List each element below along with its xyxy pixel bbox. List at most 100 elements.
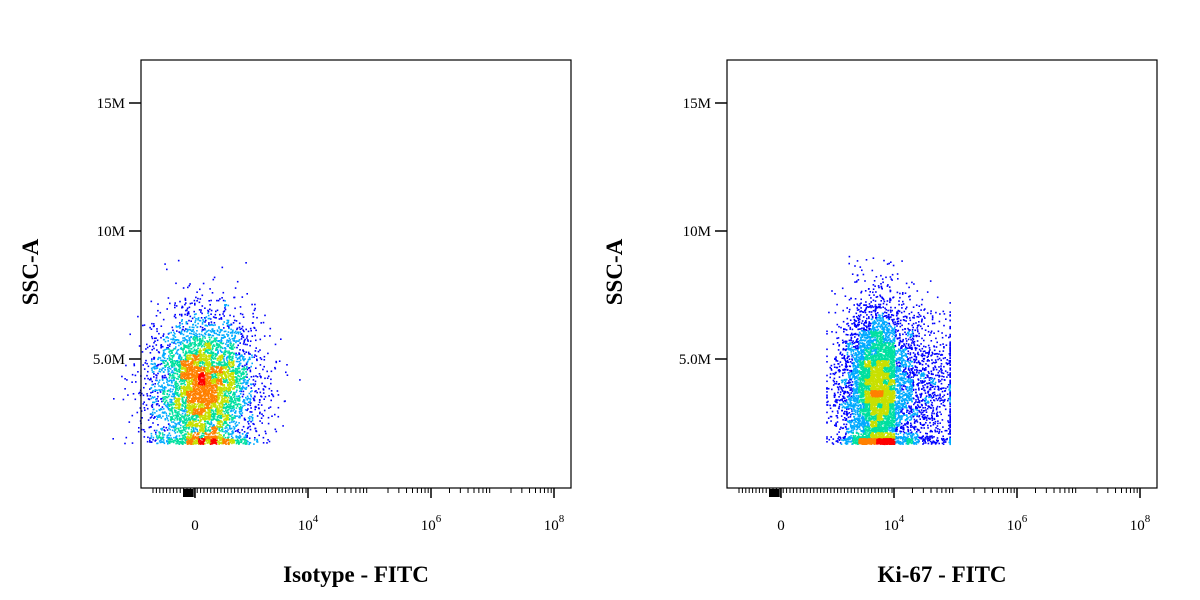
event-dot [154, 365, 157, 367]
event-dot [233, 340, 236, 342]
event-dot [219, 331, 221, 333]
event-dot [203, 424, 206, 426]
event-dot [219, 373, 221, 375]
event-dot [174, 401, 176, 403]
event-dot [185, 428, 187, 430]
event-dot [207, 433, 210, 436]
event-dot [172, 355, 175, 358]
event-dot [152, 363, 154, 365]
event-dot [152, 383, 154, 386]
event-dot [168, 375, 171, 377]
event-dot [207, 405, 209, 407]
event-dot [179, 421, 181, 424]
event-dot [227, 439, 230, 442]
event-dot [148, 378, 151, 381]
event-dot [215, 369, 218, 372]
event-dot [212, 384, 214, 386]
event-dot [155, 431, 157, 434]
event-dot [216, 407, 219, 410]
event-dot [224, 372, 226, 374]
event-dot [205, 425, 207, 427]
event-dot [229, 421, 231, 424]
event-dot [186, 354, 188, 357]
event-dot [183, 347, 185, 350]
event-dot [184, 415, 187, 417]
event-dot [191, 425, 194, 427]
event-dot [204, 412, 207, 415]
event-dot [218, 370, 221, 372]
event-dot [213, 414, 215, 416]
event-dot [244, 343, 247, 346]
event-dot [247, 360, 249, 363]
event-dot [214, 353, 217, 355]
event-dot [227, 376, 230, 379]
event-dot [188, 370, 191, 372]
event-dot [187, 421, 190, 424]
event-dot [155, 367, 157, 370]
event-dot [221, 437, 224, 440]
event-dot [206, 360, 209, 362]
event-dot [172, 371, 174, 374]
event-dot [176, 419, 179, 421]
event-dot [237, 441, 239, 444]
event-dot [200, 427, 202, 430]
event-dot [275, 361, 278, 364]
event-dot [186, 390, 188, 392]
event-dot [167, 436, 170, 439]
event-dot [181, 400, 184, 402]
event-dot [231, 376, 233, 378]
event-dot [186, 411, 188, 414]
event-dot [227, 416, 230, 419]
event-dot [162, 400, 164, 402]
event-dot [186, 347, 189, 349]
event-dot [210, 411, 212, 413]
event-dot [245, 396, 247, 399]
event-dot [201, 398, 203, 400]
event-dot [226, 345, 229, 347]
event-dot [215, 385, 218, 388]
event-dot [161, 386, 164, 388]
event-dot [184, 406, 187, 409]
event-dot [180, 341, 183, 343]
event-dot [203, 423, 206, 425]
event-dot [175, 339, 178, 341]
event-dot [218, 383, 220, 385]
event-dot [189, 421, 192, 424]
event-dot [181, 382, 184, 385]
event-dot [193, 336, 195, 338]
event-dot [220, 317, 223, 319]
event-dot [188, 381, 191, 383]
event-dot [176, 423, 178, 425]
event-dot [212, 429, 215, 431]
event-dot [161, 375, 164, 377]
event-dot [195, 355, 197, 358]
event-dot [264, 386, 267, 388]
event-dot [189, 302, 192, 305]
event-dot [250, 416, 253, 418]
event-dot [152, 422, 154, 424]
event-dot [225, 406, 228, 409]
event-dot [196, 380, 199, 383]
event-dot [200, 346, 203, 348]
event-dot [166, 436, 168, 439]
event-dot [197, 343, 200, 345]
event-dot [234, 401, 237, 404]
event-dot [192, 418, 194, 421]
event-dot [258, 373, 261, 375]
event-dot [178, 429, 180, 432]
event-dot [213, 375, 215, 378]
event-dot [224, 395, 227, 397]
event-dot [192, 373, 194, 376]
event-dot [186, 328, 189, 331]
event-dot [262, 321, 265, 324]
event-dot [231, 407, 234, 410]
event-dot [186, 367, 188, 369]
event-dot [198, 339, 200, 341]
event-dot [224, 442, 227, 444]
event-dot [153, 362, 156, 365]
event-dot [227, 388, 230, 390]
event-dot [209, 324, 211, 327]
event-dot [245, 439, 248, 442]
event-dot [151, 337, 154, 340]
event-dot [231, 433, 234, 435]
